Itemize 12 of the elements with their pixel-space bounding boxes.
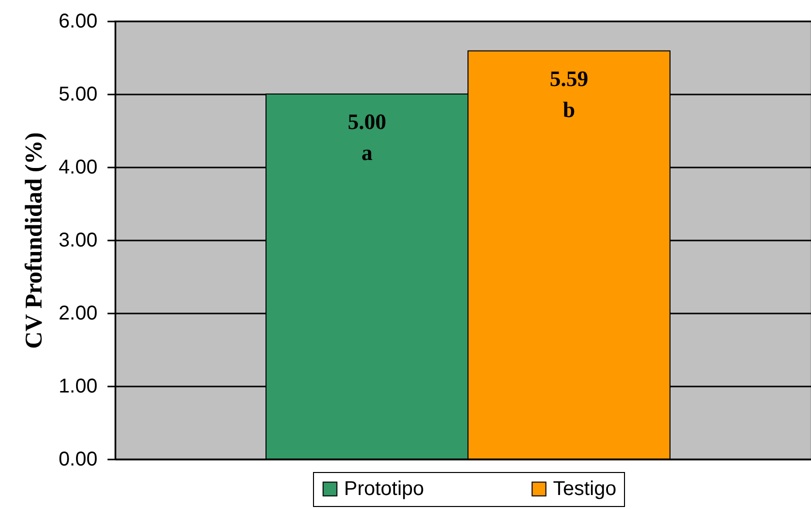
y-tick-label: 0.00	[58, 448, 98, 470]
y-tick-label: 1.00	[58, 376, 98, 398]
y-tick-label: 2.00	[58, 302, 98, 324]
legend-label: Prototipo	[344, 478, 424, 500]
y-tick-label: 6.00	[58, 10, 98, 32]
legend-label: Testigo	[553, 478, 616, 500]
y-axis-title: CV Profundidad (%)	[22, 132, 48, 349]
y-tick-label: 3.00	[58, 230, 98, 252]
y-tick-label: 5.00	[58, 84, 98, 106]
data-label: 5.00 a	[348, 109, 386, 165]
y-tick-label: 4.00	[58, 156, 98, 178]
data-label: 5.59 b	[550, 66, 588, 122]
